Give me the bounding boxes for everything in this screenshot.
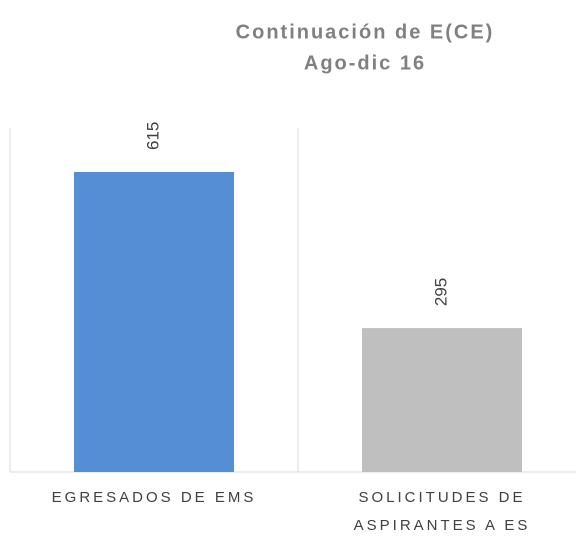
- bar: [362, 328, 522, 472]
- chart-subtitle: Ago-dic 16: [304, 52, 426, 74]
- data-label: 615: [143, 122, 162, 150]
- x-tick-label: SOLICITUDES DE ASPIRANTES A ES: [353, 489, 531, 534]
- chart-title: Continuación de E(CE): [236, 21, 495, 43]
- bar: [74, 172, 234, 472]
- x-tick-label: EGRESADOS DE EMS: [51, 489, 257, 506]
- data-label: 295: [431, 278, 450, 306]
